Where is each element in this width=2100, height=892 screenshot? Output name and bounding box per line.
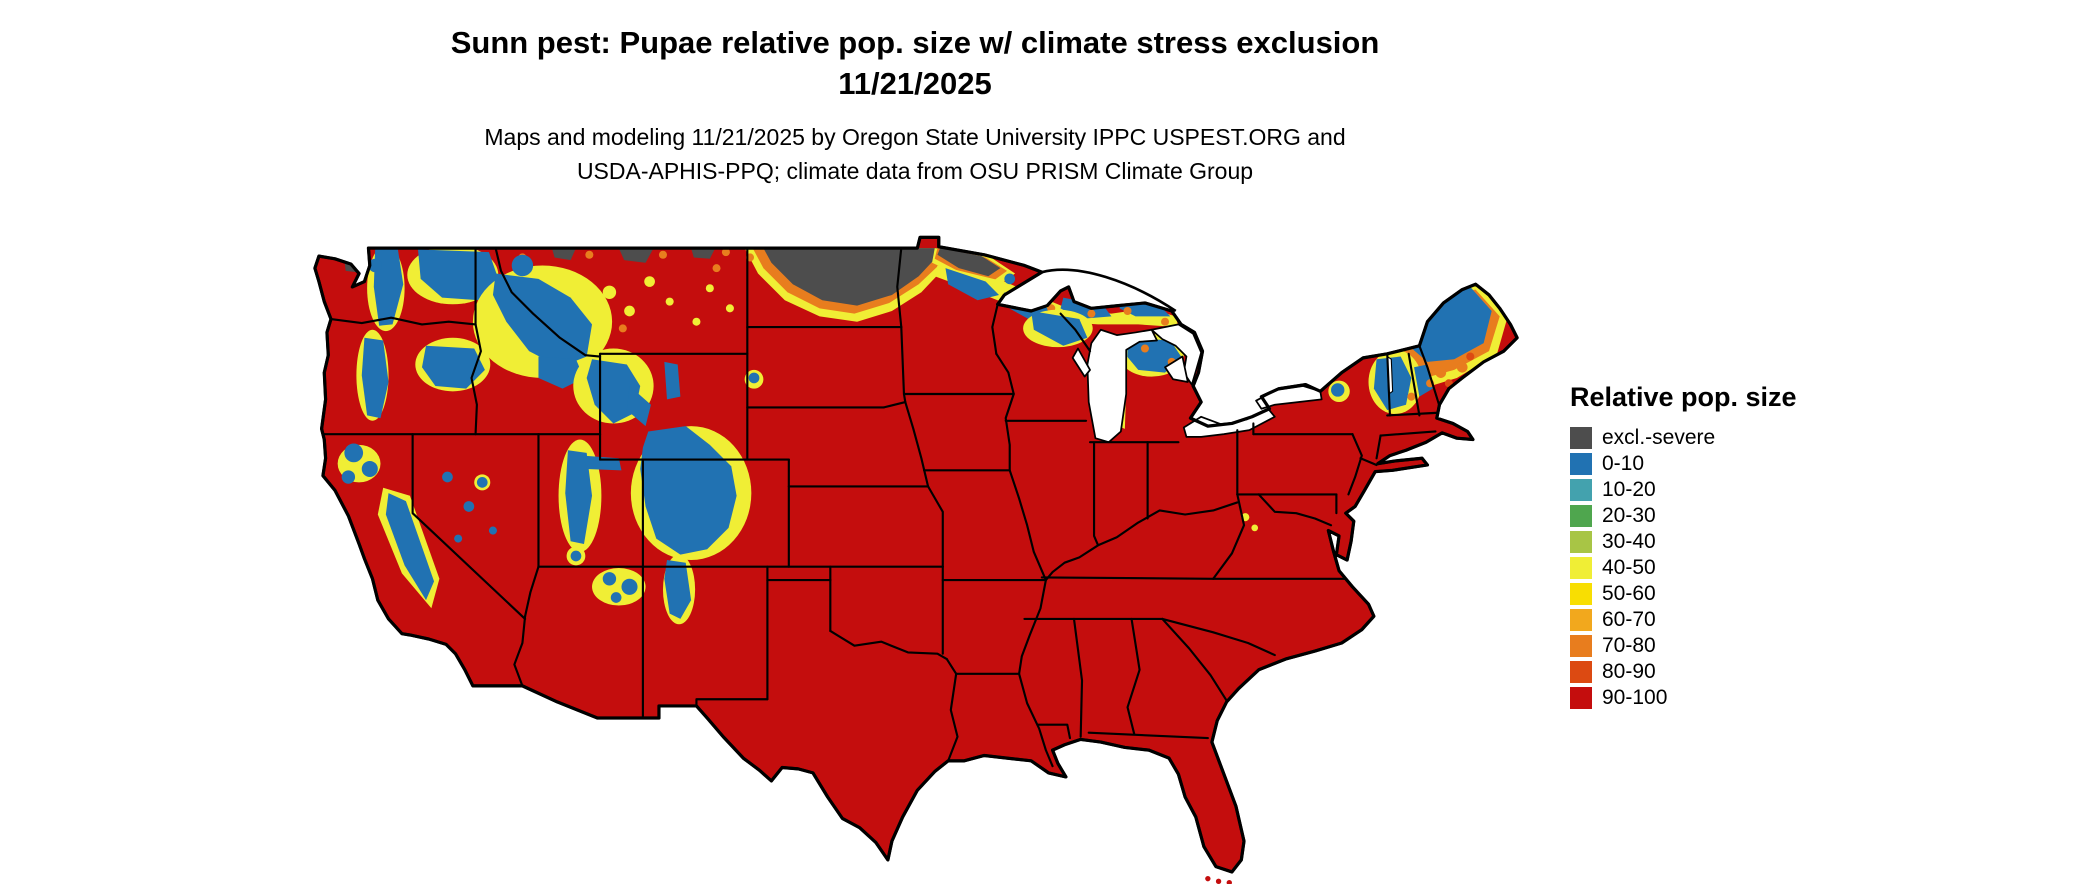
legend-swatch-icon bbox=[1570, 479, 1592, 501]
legend-swatch-icon bbox=[1570, 557, 1592, 579]
legend-item-label: 20-30 bbox=[1602, 504, 1656, 527]
legend-item-label: 50-60 bbox=[1602, 582, 1656, 605]
subtitle-line-2: USDA-APHIS-PPQ; climate data from OSU PR… bbox=[576, 158, 1254, 184]
legend-swatch-icon bbox=[1570, 583, 1592, 605]
legend-swatch bbox=[1570, 557, 1592, 579]
subtitle-line-1: Maps and modeling 11/21/2025 by Oregon S… bbox=[484, 124, 1346, 150]
legend-swatch bbox=[1570, 661, 1592, 683]
title-line-1: Sunn pest: Pupae relative pop. size w/ c… bbox=[450, 25, 1380, 60]
superior-border-line bbox=[1041, 268, 1177, 313]
legend-swatch-icon bbox=[1570, 687, 1592, 709]
legend-swatch-icon bbox=[1570, 453, 1592, 475]
legend-swatch-icon bbox=[1570, 609, 1592, 631]
legend-item: 60-70 bbox=[1570, 607, 1797, 633]
legend-item: 70-80 bbox=[1570, 633, 1797, 659]
lake-michigan bbox=[1086, 328, 1158, 444]
legend-swatch bbox=[1570, 531, 1592, 553]
legend-item-label: 40-50 bbox=[1602, 556, 1656, 579]
legend-swatch bbox=[1570, 687, 1592, 709]
legend-item: 20-30 bbox=[1570, 503, 1797, 529]
us-map bbox=[313, 235, 1519, 886]
lake-erie bbox=[1182, 407, 1276, 438]
legend-item-label: 80-90 bbox=[1602, 660, 1656, 683]
great-lakes bbox=[1071, 323, 1394, 444]
legend-item: 90-100 bbox=[1570, 685, 1797, 711]
legend-item-label: 10-20 bbox=[1602, 478, 1656, 501]
legend-item: excl.-severe bbox=[1570, 425, 1797, 451]
legend-item-label: 30-40 bbox=[1602, 530, 1656, 553]
legend-swatch bbox=[1570, 479, 1592, 501]
legend-item-label: 90-100 bbox=[1602, 686, 1668, 709]
legend-swatch bbox=[1570, 609, 1592, 631]
lake-huron bbox=[1150, 323, 1203, 386]
legend-swatch bbox=[1570, 635, 1592, 657]
florida-keys bbox=[1205, 875, 1232, 886]
legend-swatch bbox=[1570, 583, 1592, 605]
legend: Relative pop. size excl.-severe 0-10 10-… bbox=[1570, 382, 1797, 711]
legend-swatch-icon bbox=[1570, 531, 1592, 553]
map-title: Sunn pest: Pupae relative pop. size w/ c… bbox=[0, 22, 1830, 104]
legend-item-label: 70-80 bbox=[1602, 634, 1656, 657]
map-subtitle: Maps and modeling 11/21/2025 by Oregon S… bbox=[0, 120, 1830, 188]
us-map-container bbox=[308, 228, 1520, 886]
title-line-2: 11/21/2025 bbox=[838, 66, 992, 101]
legend-item-label: excl.-severe bbox=[1602, 426, 1716, 449]
legend-heading: Relative pop. size bbox=[1570, 382, 1797, 412]
legend-item: 10-20 bbox=[1570, 477, 1797, 503]
legend-item: 50-60 bbox=[1570, 581, 1797, 607]
legend-swatch-icon bbox=[1570, 427, 1592, 449]
legend-swatch bbox=[1570, 427, 1592, 449]
legend-swatch bbox=[1570, 453, 1592, 475]
legend-swatch-icon bbox=[1570, 505, 1592, 527]
green-bay bbox=[1071, 347, 1091, 378]
legend-swatch-icon bbox=[1570, 635, 1592, 657]
legend-swatch bbox=[1570, 505, 1592, 527]
legend-item: 80-90 bbox=[1570, 659, 1797, 685]
legend-item-label: 0-10 bbox=[1602, 452, 1645, 475]
saginaw-bay bbox=[1164, 355, 1189, 383]
legend-item: 40-50 bbox=[1570, 555, 1797, 581]
legend-item-label: 60-70 bbox=[1602, 608, 1656, 631]
legend-swatch-icon bbox=[1570, 661, 1592, 683]
legend-item: 0-10 bbox=[1570, 451, 1797, 477]
legend-item: 30-40 bbox=[1570, 529, 1797, 555]
state-borders bbox=[320, 247, 1441, 768]
